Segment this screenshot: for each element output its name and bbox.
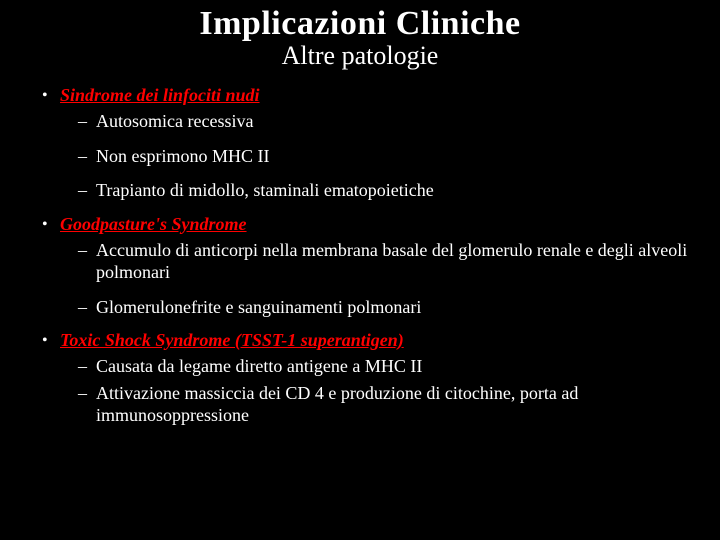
sub-item: Autosomica recessiva	[78, 110, 700, 133]
sub-item: Non esprimono MHC II	[78, 145, 700, 168]
list-item: Toxic Shock Syndrome (TSST-1 superantige…	[42, 330, 700, 427]
sub-item: Accumulo di anticorpi nella membrana bas…	[78, 239, 700, 284]
sub-item: Trapianto di midollo, staminali ematopoi…	[78, 179, 700, 202]
list-item: Goodpasture's Syndrome Accumulo di antic…	[42, 214, 700, 319]
sub-item: Attivazione massiccia dei CD 4 e produzi…	[78, 382, 700, 427]
category-label: Goodpasture's Syndrome	[60, 214, 247, 235]
sub-list: Accumulo di anticorpi nella membrana bas…	[60, 239, 700, 319]
slide-title: Implicazioni Cliniche	[20, 5, 700, 43]
bullet-list: Sindrome dei linfociti nudi Autosomica r…	[20, 85, 700, 427]
category-label: Toxic Shock Syndrome (TSST-1 superantige…	[60, 330, 404, 351]
sub-list: Causata da legame diretto antigene a MHC…	[60, 355, 700, 427]
sub-list: Autosomica recessiva Non esprimono MHC I…	[60, 110, 700, 202]
list-item: Sindrome dei linfociti nudi Autosomica r…	[42, 85, 700, 202]
sub-item: Glomerulonefrite e sanguinamenti polmona…	[78, 296, 700, 319]
slide-subtitle: Altre patologie	[20, 41, 700, 71]
slide: Implicazioni Cliniche Altre patologie Si…	[0, 0, 720, 540]
sub-item: Causata da legame diretto antigene a MHC…	[78, 355, 700, 378]
category-label: Sindrome dei linfociti nudi	[60, 85, 260, 106]
